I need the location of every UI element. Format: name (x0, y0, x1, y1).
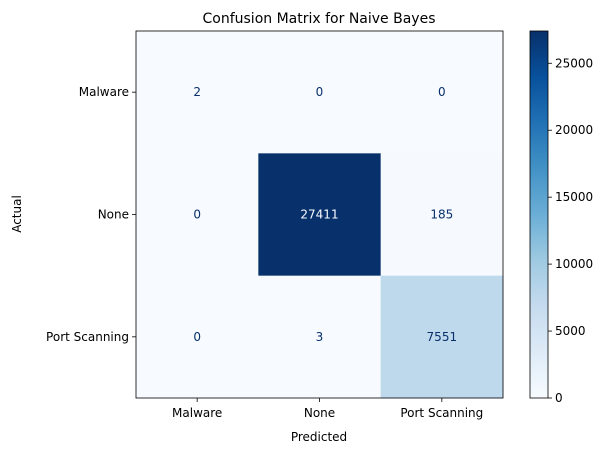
colorbar-frame (529, 30, 549, 399)
colorbar-tick-label: 15000 (555, 190, 593, 204)
cell-value-label: 27411 (300, 208, 338, 222)
cell-value-label: 0 (193, 330, 201, 344)
heatmap-cells (136, 31, 504, 399)
colorbar-tick-label: 10000 (555, 257, 593, 271)
colorbar-tick-label: 0 (555, 391, 563, 405)
chart-title: Confusion Matrix for Naive Bayes (203, 11, 436, 27)
heatmap-cell (258, 275, 382, 399)
heatmap-cell (380, 31, 504, 154)
heatmap-cell (380, 275, 504, 399)
colorbar-tick-label: 20000 (555, 123, 593, 137)
x-axis: Malware None Port Scanning (172, 398, 483, 420)
cell-value-label: 2 (193, 85, 201, 99)
x-tick-label: Port Scanning (400, 406, 483, 420)
cell-value-label: 0 (316, 85, 324, 99)
cell-value-label: 3 (316, 330, 324, 344)
x-axis-label: Predicted (291, 430, 347, 444)
y-tick-label: Port Scanning (46, 330, 129, 344)
heatmap-cell (136, 275, 259, 399)
colorbar-tick-label: 5000 (555, 324, 586, 338)
cell-value-label: 7551 (427, 330, 458, 344)
heatmap-cell (258, 31, 382, 154)
colorbar-axis: 0 5000 10000 15000 20000 25000 (548, 56, 593, 405)
colorbar (530, 31, 548, 398)
y-tick-label: Malware (79, 85, 129, 99)
cell-value-label: 0 (438, 85, 446, 99)
colorbar-tick-label: 25000 (555, 56, 593, 70)
y-axis: Malware None Port Scanning (46, 85, 136, 344)
x-tick-label: Malware (172, 406, 222, 420)
heatmap-cell (136, 153, 259, 277)
y-tick-label: None (98, 208, 129, 222)
heatmap-cell-labels: 2 0 0 0 27411 185 0 3 7551 (193, 85, 457, 344)
heatmap-cell (136, 31, 259, 154)
cell-value-label: 185 (430, 208, 453, 222)
cell-value-label: 0 (193, 208, 201, 222)
x-tick-label: None (304, 406, 335, 420)
heatmap-cell (258, 153, 382, 277)
heatmap-cell (380, 153, 504, 277)
y-axis-label: Actual (10, 195, 24, 233)
